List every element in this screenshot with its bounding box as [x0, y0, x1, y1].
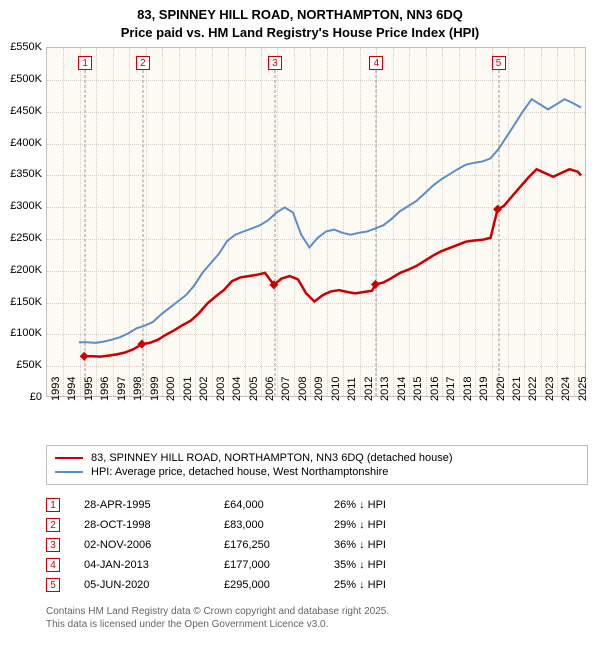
xtick-label: 1995	[83, 377, 95, 401]
sales-row: 3 02-NOV-2006£176,25036% ↓ HPI	[46, 535, 588, 555]
xtick-label: 2010	[330, 377, 342, 401]
hpi-line	[79, 99, 581, 343]
sales-index-box: 1	[46, 498, 60, 512]
chart: 12345 £0£50K£100K£150K£200K£250K£300K£35…	[46, 47, 586, 397]
sales-row: 4 04-JAN-2013£177,00035% ↓ HPI	[46, 555, 588, 575]
footer-line2: This data is licensed under the Open Gov…	[46, 618, 588, 631]
xtick-label: 2017	[445, 377, 457, 401]
page: 83, SPINNEY HILL ROAD, NORTHAMPTON, NN3 …	[0, 0, 600, 650]
xtick-label: 2024	[560, 377, 572, 401]
title-line1: 83, SPINNEY HILL ROAD, NORTHAMPTON, NN3 …	[0, 6, 600, 24]
xtick-label: 2001	[182, 377, 194, 401]
xtick-label: 2005	[248, 377, 260, 401]
sale-marker-icon	[371, 280, 380, 289]
xtick-label: 2006	[264, 377, 276, 401]
chart-lines	[46, 47, 586, 397]
sales-date: 28-APR-1995	[84, 499, 224, 511]
xtick-label: 2011	[346, 377, 358, 401]
xtick-label: 1993	[50, 377, 62, 401]
xtick-label: 2004	[231, 377, 243, 401]
ytick-label: £450K	[0, 105, 42, 117]
xtick-label: 1997	[116, 377, 128, 401]
xtick-label: 2003	[215, 377, 227, 401]
legend-label: HPI: Average price, detached house, West…	[91, 466, 388, 478]
ytick-label: £350K	[0, 168, 42, 180]
property-line	[84, 169, 581, 356]
sale-marker-icon	[80, 352, 89, 361]
ytick-label: £0	[0, 391, 42, 403]
chart-title: 83, SPINNEY HILL ROAD, NORTHAMPTON, NN3 …	[0, 0, 600, 41]
xtick-label: 2013	[379, 377, 391, 401]
xtick-label: 2016	[429, 377, 441, 401]
sales-diff: 26% ↓ HPI	[334, 499, 386, 511]
xtick-label: 1996	[99, 377, 111, 401]
legend-label: 83, SPINNEY HILL ROAD, NORTHAMPTON, NN3 …	[91, 452, 453, 464]
xtick-label: 2014	[396, 377, 408, 401]
sales-diff: 25% ↓ HPI	[334, 579, 386, 591]
legend-row: 83, SPINNEY HILL ROAD, NORTHAMPTON, NN3 …	[55, 451, 579, 465]
xtick-label: 2002	[198, 377, 210, 401]
xtick-label: 2015	[412, 377, 424, 401]
sales-price: £295,000	[224, 579, 334, 591]
xtick-label: 2018	[462, 377, 474, 401]
xtick-label: 2000	[165, 377, 177, 401]
footer: Contains HM Land Registry data © Crown c…	[46, 605, 588, 631]
sales-diff: 35% ↓ HPI	[334, 559, 386, 571]
sales-index-box: 2	[46, 518, 60, 532]
xtick-label: 2023	[544, 377, 556, 401]
xtick-label: 2025	[577, 377, 589, 401]
sales-table: 1 28-APR-1995£64,00026% ↓ HPI 2 28-OCT-1998…	[46, 495, 588, 595]
legend-swatch	[55, 471, 83, 473]
sales-index-box: 5	[46, 578, 60, 592]
sales-row: 1 28-APR-1995£64,00026% ↓ HPI	[46, 495, 588, 515]
xtick-label: 1999	[149, 377, 161, 401]
sales-price: £83,000	[224, 519, 334, 531]
sales-index-box: 3	[46, 538, 60, 552]
title-line2: Price paid vs. HM Land Registry's House …	[0, 24, 600, 42]
ytick-label: £500K	[0, 73, 42, 85]
sales-row: 5 05-JUN-2020£295,00025% ↓ HPI	[46, 575, 588, 595]
xtick-label: 2022	[527, 377, 539, 401]
sales-row: 2 28-OCT-1998£83,00029% ↓ HPI	[46, 515, 588, 535]
ytick-label: £150K	[0, 296, 42, 308]
xtick-label: 2009	[313, 377, 325, 401]
sales-date: 05-JUN-2020	[84, 579, 224, 591]
sales-date: 04-JAN-2013	[84, 559, 224, 571]
ytick-label: £250K	[0, 232, 42, 244]
sales-price: £176,250	[224, 539, 334, 551]
xtick-label: 2020	[495, 377, 507, 401]
sales-date: 28-OCT-1998	[84, 519, 224, 531]
ytick-label: £50K	[0, 359, 42, 371]
sales-price: £64,000	[224, 499, 334, 511]
sales-price: £177,000	[224, 559, 334, 571]
sale-marker-icon	[493, 205, 502, 214]
legend-row: HPI: Average price, detached house, West…	[55, 465, 579, 479]
xtick-label: 1998	[132, 377, 144, 401]
ytick-label: £200K	[0, 264, 42, 276]
xtick-label: 1994	[66, 377, 78, 401]
sales-diff: 36% ↓ HPI	[334, 539, 386, 551]
sales-diff: 29% ↓ HPI	[334, 519, 386, 531]
legend-swatch	[55, 457, 83, 459]
sales-index-box: 4	[46, 558, 60, 572]
ytick-label: £550K	[0, 41, 42, 53]
xtick-label: 2008	[297, 377, 309, 401]
xtick-label: 2019	[478, 377, 490, 401]
footer-line1: Contains HM Land Registry data © Crown c…	[46, 605, 588, 618]
ytick-label: £100K	[0, 327, 42, 339]
xtick-label: 2012	[363, 377, 375, 401]
sales-date: 02-NOV-2006	[84, 539, 224, 551]
ytick-label: £400K	[0, 137, 42, 149]
legend: 83, SPINNEY HILL ROAD, NORTHAMPTON, NN3 …	[46, 445, 588, 485]
xtick-label: 2021	[511, 377, 523, 401]
xtick-label: 2007	[280, 377, 292, 401]
ytick-label: £300K	[0, 200, 42, 212]
